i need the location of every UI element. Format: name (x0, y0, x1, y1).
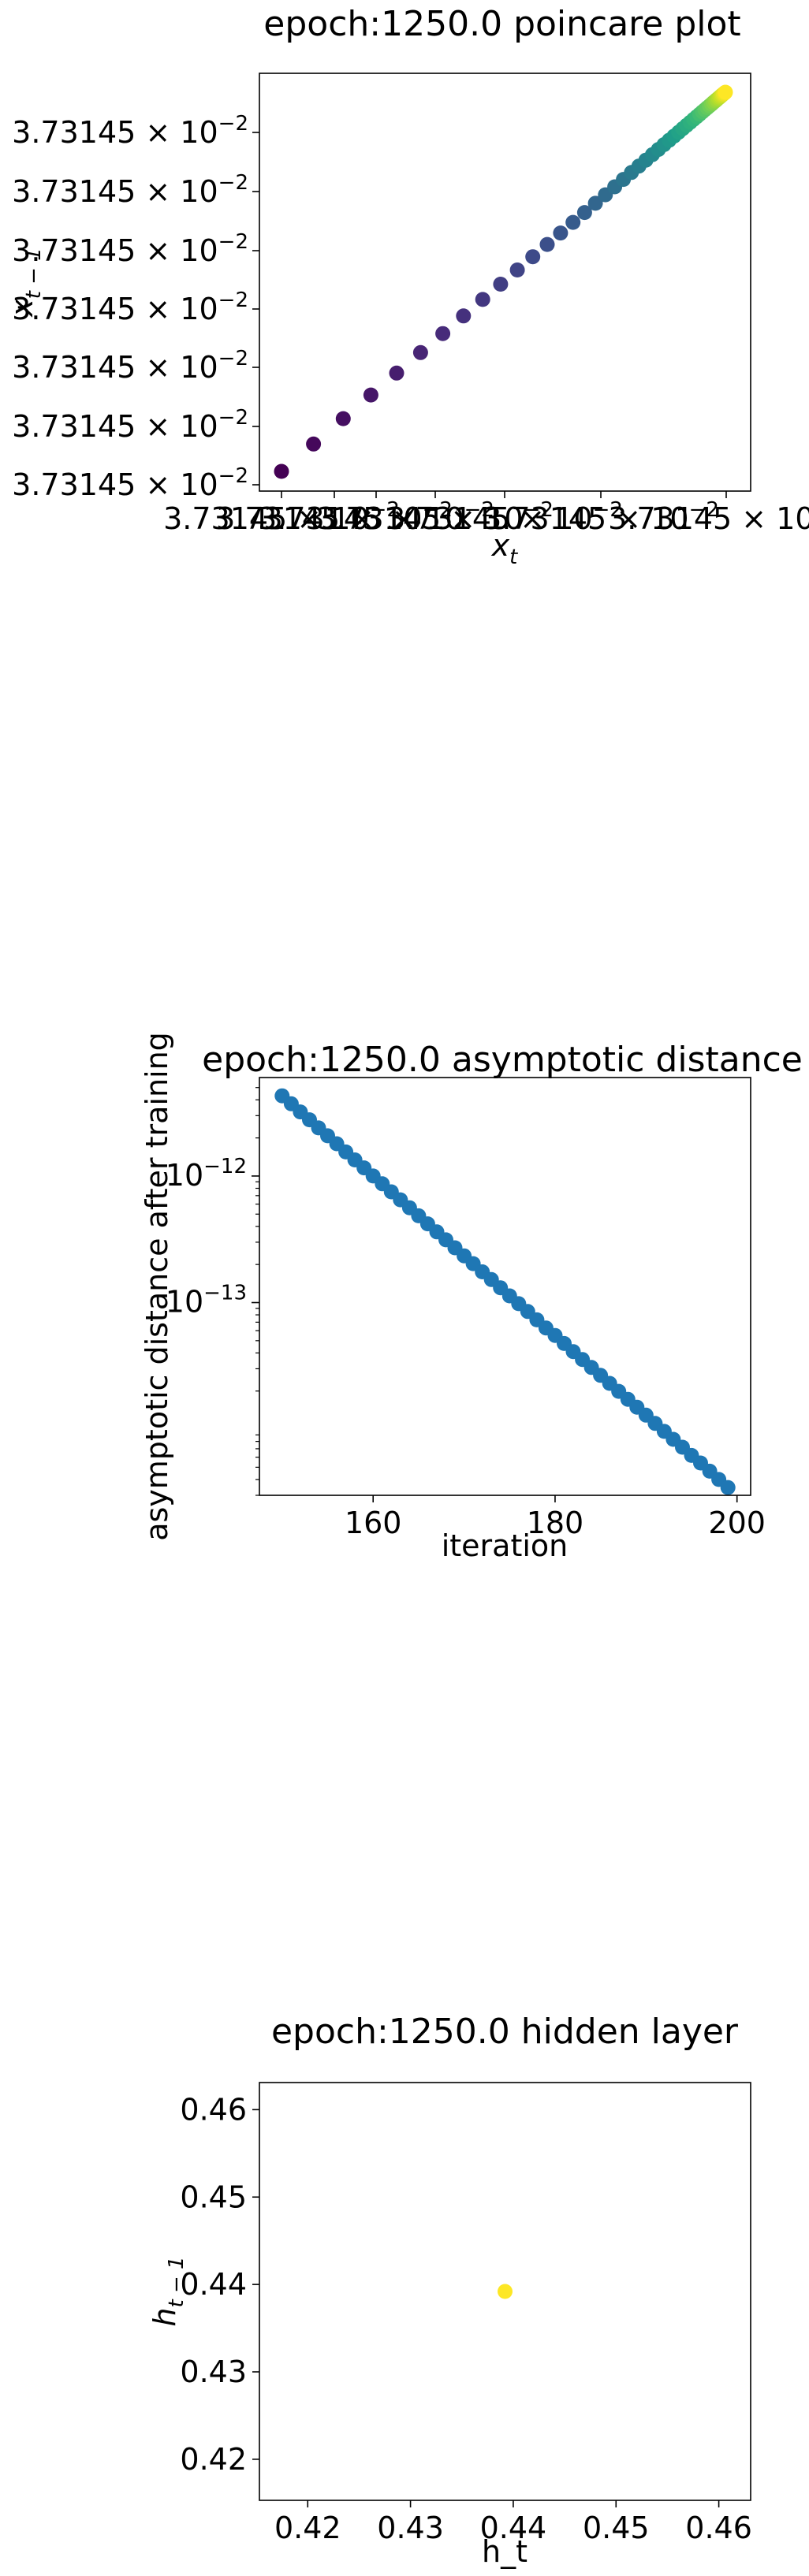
asymptotic-distance-y-tick-label: 10−13 (166, 1281, 247, 1319)
asymptotic-distance-point (720, 1480, 736, 1495)
poincare-point (412, 344, 428, 360)
poincare-point (509, 262, 525, 277)
hidden-layer-panel: epoch:1250.0 hidden layer 0.420.430.440.… (147, 2012, 752, 2569)
poincare-plot-panel: epoch:1250.0 poincare plot 3.73145 × 10−… (5, 4, 809, 569)
asymptotic-distance-x-tick-label: 160 (345, 1506, 402, 1540)
asymptotic-distance-x-axis-ticks: 160 180 200 (345, 1495, 766, 1540)
poincare-x-tick-label: 3.73145 × 10−2 (216, 498, 453, 536)
hidden-layer-y-axis-ticks: 0.42 0.43 0.44 0.45 0.46 (180, 2092, 259, 2477)
poincare-point (718, 84, 733, 100)
poincare-point (539, 236, 555, 252)
poincare-y-tick-label: 3.73145 × 10−2 (12, 464, 248, 502)
hidden-layer-x-tick-label: 0.45 (583, 2511, 650, 2545)
asymptotic-distance-y-axis-label: asymptotic distance after training (140, 1032, 174, 1541)
hidden-layer-y-tick-label: 0.42 (180, 2442, 247, 2477)
hidden-layer-x-tick-label: 0.43 (377, 2511, 444, 2545)
poincare-point (565, 214, 581, 230)
poincare-point (274, 463, 289, 479)
poincare-x-tick-label: 3.73145 × 10−2 (317, 498, 554, 536)
poincare-point (389, 365, 404, 381)
poincare-point (335, 411, 351, 426)
hidden-layer-x-tick-label: 0.46 (685, 2511, 752, 2545)
hidden-layer-x-axis-label: h_t (482, 2534, 528, 2569)
poincare-point (456, 308, 472, 324)
hidden-layer-y-tick-label: 0.46 (180, 2092, 247, 2127)
asymptotic-distance-x-axis-label: iteration (442, 1528, 569, 1563)
poincare-y-tick-label: 3.73145 × 10−2 (12, 288, 248, 326)
poincare-x-tick-label: 3.73145 × 10−2 (258, 498, 494, 536)
poincare-x-axis-ticks: 3.73145 × 10−23.73145 × 10−23.73145 × 10… (163, 491, 809, 536)
poincare-point (363, 387, 378, 403)
asymptotic-distance-points (274, 1088, 736, 1495)
asymptotic-distance-y-tick-label: 10−12 (166, 1155, 247, 1193)
poincare-point (576, 205, 592, 221)
poincare-point (553, 225, 569, 241)
poincare-point (493, 277, 509, 292)
hidden-layer-y-tick-label: 0.43 (180, 2355, 247, 2389)
hidden-layer-points (498, 2284, 513, 2299)
poincare-y-tick-label: 3.73145 × 10−2 (12, 230, 248, 268)
poincare-points (274, 84, 733, 479)
hidden-layer-title: epoch:1250.0 hidden layer (271, 2012, 739, 2052)
hidden-layer-x-tick-label: 0.42 (274, 2511, 341, 2545)
asymptotic-distance-x-tick-label: 200 (708, 1506, 766, 1540)
poincare-x-tick-label: 3.73145 × 10−2 (608, 498, 809, 536)
poincare-y-tick-label: 3.73145 × 10−2 (12, 112, 248, 150)
poincare-x-tick-label: 3.73145 × 10−2 (163, 498, 400, 536)
hidden-layer-y-tick-label: 0.45 (180, 2180, 247, 2214)
asymptotic-distance-frame (259, 1077, 751, 1496)
poincare-x-tick-label: 3.73145 × 10−2 (386, 498, 623, 536)
poincare-point (435, 326, 451, 341)
poincare-point (306, 436, 322, 452)
hidden-layer-x-tick-label: 0.44 (480, 2511, 547, 2545)
poincare-y-tick-label: 3.73145 × 10−2 (12, 406, 248, 444)
hidden-layer-frame (259, 2082, 751, 2501)
asymptotic-distance-y-axis-ticks: 10−12 10−13 (166, 1087, 259, 1496)
hidden-layer-point (498, 2284, 513, 2299)
poincare-point (475, 292, 490, 307)
poincare-point (525, 249, 541, 265)
asymptotic-distance-x-tick-label: 180 (527, 1506, 584, 1540)
poincare-y-tick-label: 3.73145 × 10−2 (12, 171, 248, 209)
hidden-layer-x-axis-ticks: 0.42 0.43 0.44 0.45 0.46 (274, 2500, 752, 2545)
poincare-y-tick-label: 3.73145 × 10−2 (12, 347, 248, 385)
poincare-x-axis-label: xt (491, 528, 519, 569)
asymptotic-distance-panel: epoch:1250.0 asymptotic distance 10−1210… (140, 1032, 803, 1563)
poincare-y-axis-ticks: 3.73145 × 10−2 3.73145 × 10−2 3.73145 × 10… (12, 112, 259, 502)
asymptotic-distance-title: epoch:1250.0 asymptotic distance (202, 1040, 803, 1080)
poincare-y-axis-label: xt − 1 (5, 248, 46, 318)
hidden-layer-y-axis-label: ht − 1 (147, 2256, 188, 2326)
poincare-x-tick-label: 3.73145 × 10−2 (483, 498, 719, 536)
poincare-point (587, 195, 603, 211)
hidden-layer-y-tick-label: 0.44 (180, 2267, 247, 2302)
poincare-plot-title: epoch:1250.0 poincare plot (263, 4, 740, 44)
